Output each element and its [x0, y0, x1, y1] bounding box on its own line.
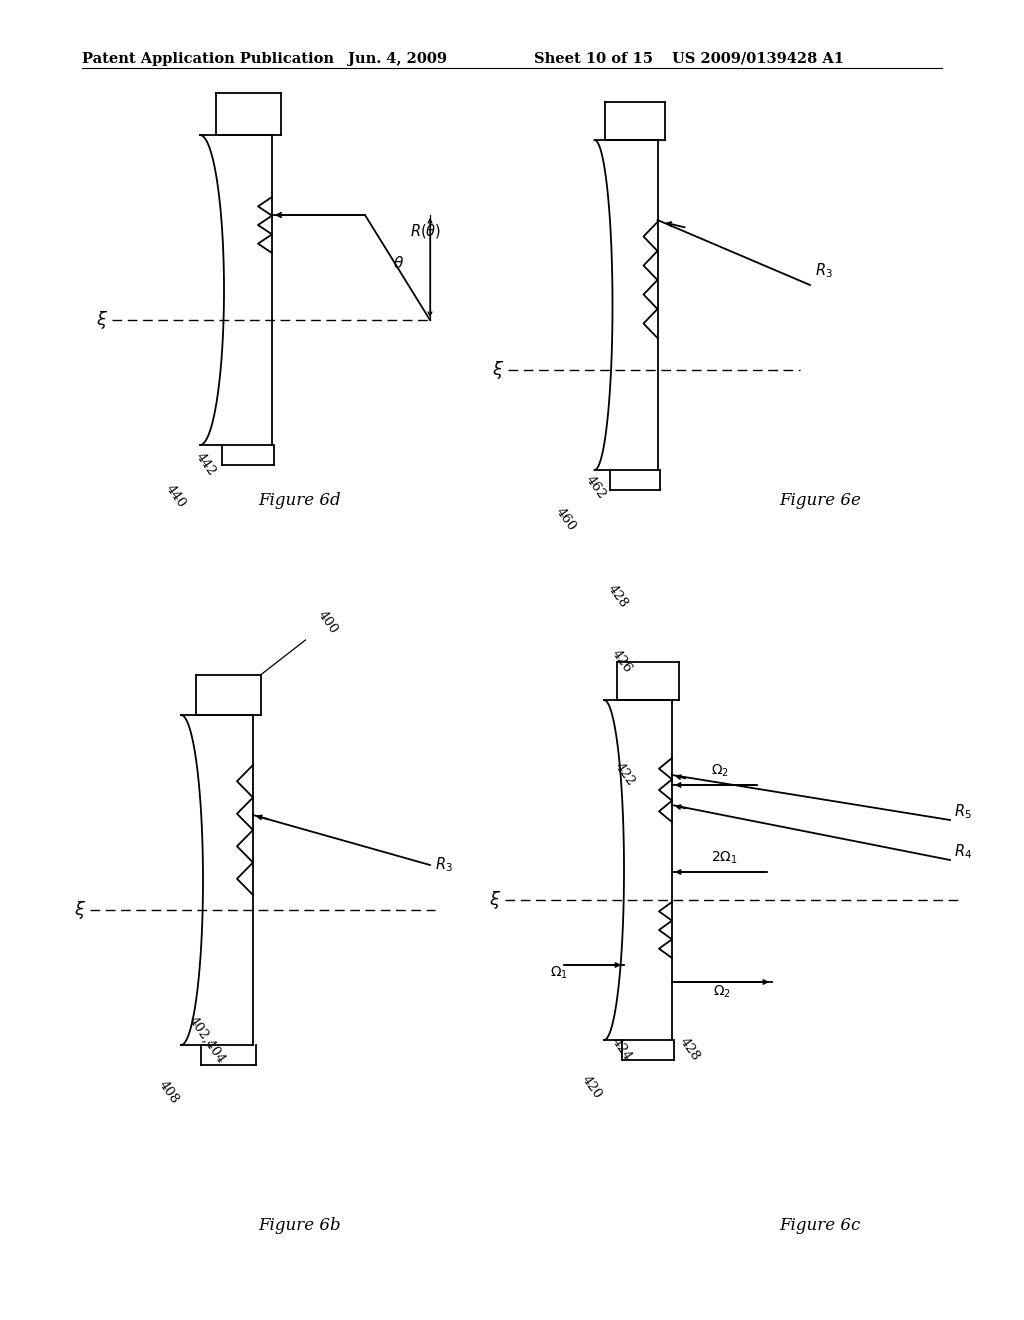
Text: $\mathsf{\mathit{\xi}}$: $\mathsf{\mathit{\xi}}$ — [96, 309, 108, 331]
Text: Jun. 4, 2009: Jun. 4, 2009 — [348, 51, 447, 66]
Text: 424: 424 — [609, 1035, 634, 1063]
Text: $\mathsf{\mathit{\xi}}$: $\mathsf{\mathit{\xi}}$ — [74, 899, 86, 921]
Text: 408: 408 — [156, 1078, 181, 1106]
Text: 420: 420 — [579, 1073, 604, 1101]
Text: 426: 426 — [609, 647, 634, 675]
Text: $R_3$: $R_3$ — [815, 261, 833, 280]
Text: Sheet 10 of 15: Sheet 10 of 15 — [534, 51, 653, 66]
Text: $R_5$: $R_5$ — [954, 803, 972, 821]
Text: 428: 428 — [605, 582, 630, 610]
Text: 428: 428 — [677, 1035, 702, 1063]
Text: $\theta$: $\theta$ — [393, 255, 404, 271]
Text: $\Omega_2$: $\Omega_2$ — [711, 763, 728, 779]
Text: Patent Application Publication: Patent Application Publication — [82, 51, 334, 66]
Text: 440: 440 — [163, 482, 188, 510]
Text: $\Omega_1$: $\Omega_1$ — [550, 965, 568, 981]
Text: Figure 6c: Figure 6c — [779, 1217, 860, 1234]
Text: $\mathsf{\mathit{\xi}}$: $\mathsf{\mathit{\xi}}$ — [488, 888, 501, 911]
Text: $R_3$: $R_3$ — [435, 855, 453, 874]
Text: 402,404: 402,404 — [186, 1014, 227, 1067]
Text: Figure 6d: Figure 6d — [259, 492, 341, 510]
Text: Figure 6b: Figure 6b — [259, 1217, 341, 1234]
Text: 442: 442 — [193, 450, 218, 478]
Text: $2\Omega_1$: $2\Omega_1$ — [711, 850, 738, 866]
Text: 422: 422 — [612, 760, 637, 788]
Text: $R_4$: $R_4$ — [954, 842, 972, 861]
Text: Figure 6e: Figure 6e — [779, 492, 861, 510]
Text: $\Omega_2$: $\Omega_2$ — [713, 983, 731, 1001]
Text: $\mathsf{\mathit{\xi}}$: $\mathsf{\mathit{\xi}}$ — [492, 359, 504, 381]
Text: 462: 462 — [583, 473, 608, 502]
Text: 400: 400 — [315, 609, 341, 636]
Text: 460: 460 — [553, 504, 579, 533]
Text: US 2009/0139428 A1: US 2009/0139428 A1 — [672, 51, 844, 66]
Text: $R(\theta)$: $R(\theta)$ — [411, 223, 441, 240]
